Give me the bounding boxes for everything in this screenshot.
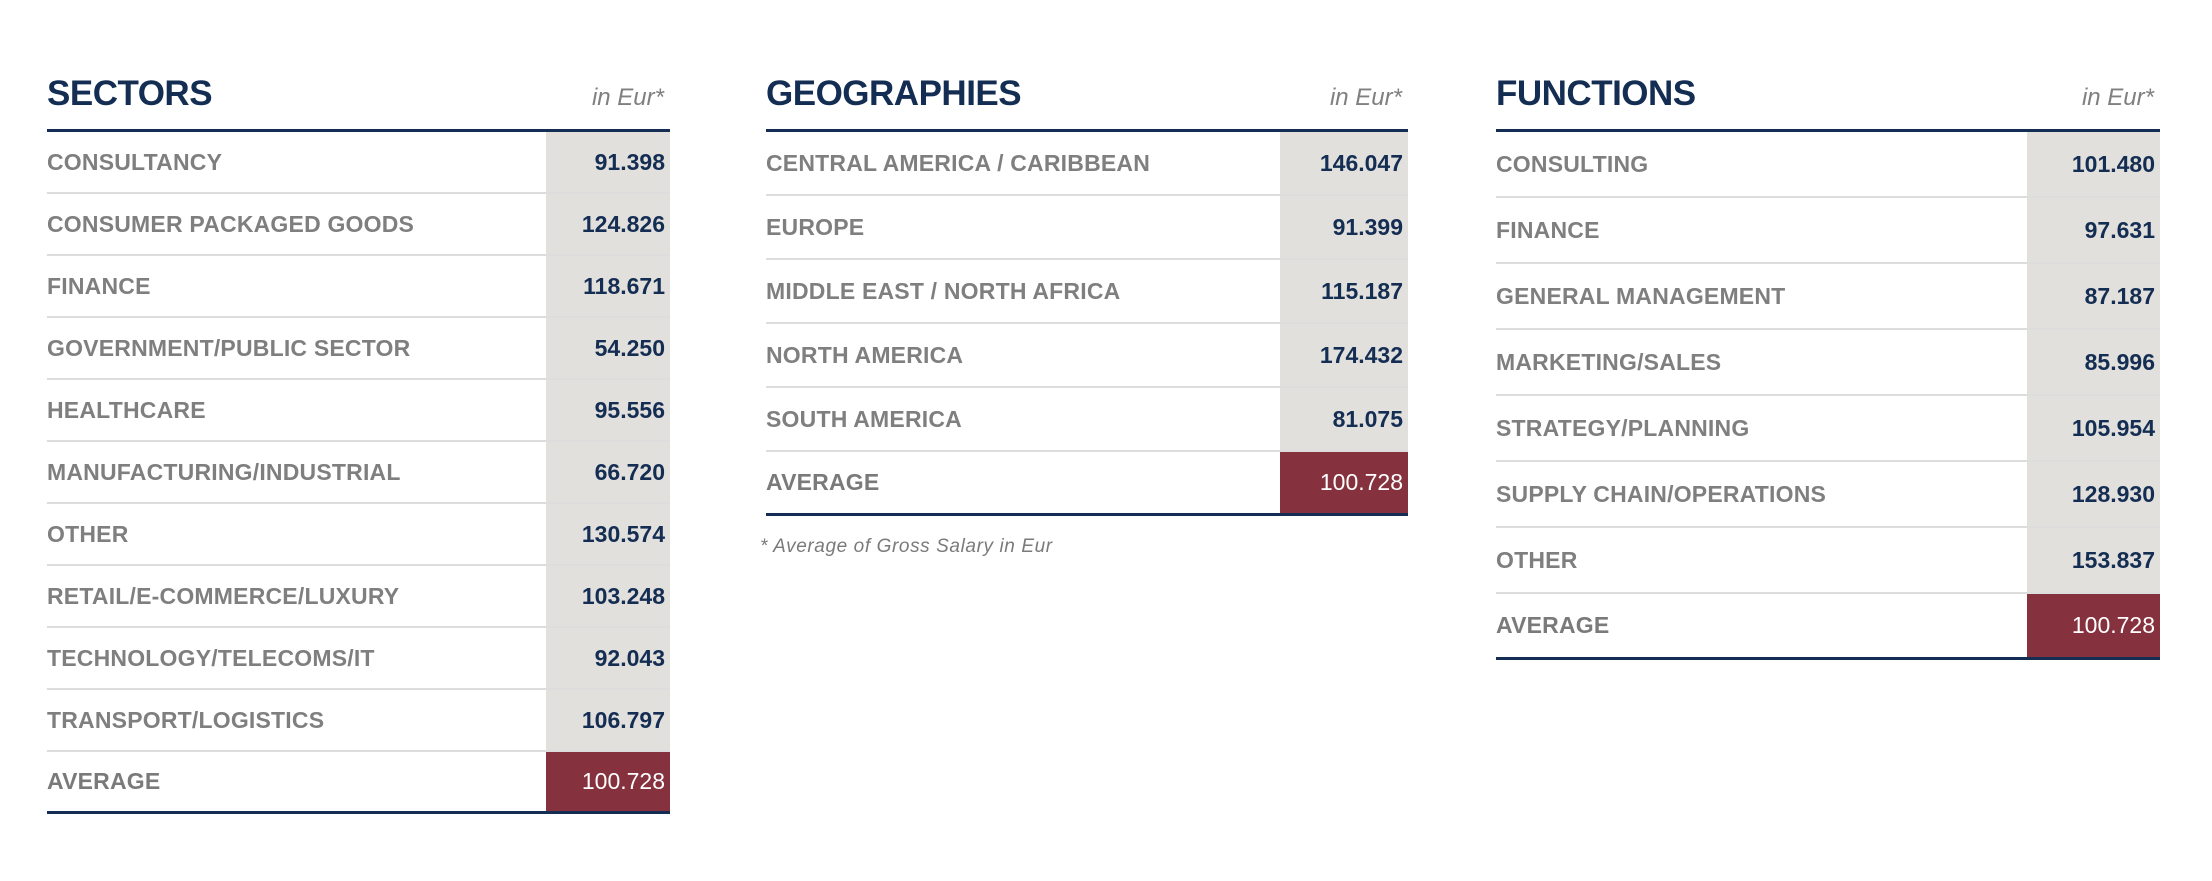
- table-row: RETAIL/E-COMMERCE/LUXURY 103.248: [47, 566, 670, 628]
- sectors-unit: in Eur*: [591, 84, 664, 111]
- functions-table: FUNCTIONS in Eur* CONSULTING 101.480 FINA…: [1496, 70, 2160, 660]
- table-row: OTHER 153.837: [1496, 528, 2160, 594]
- row-label: TRANSPORT/LOGISTICS: [47, 706, 325, 733]
- functions-header: FUNCTIONS in Eur*: [1496, 70, 2160, 132]
- row-value: 54.250: [546, 318, 670, 378]
- row-value: 118.671: [546, 256, 670, 316]
- row-label: RETAIL/E-COMMERCE/LUXURY: [47, 582, 400, 609]
- average-row: AVERAGE 100.728: [766, 452, 1408, 516]
- sectors-title: SECTORS: [47, 74, 213, 113]
- row-label: MIDDLE EAST / NORTH AFRICA: [766, 277, 1121, 304]
- footnote: * Average of Gross Salary in Eur: [760, 536, 1053, 557]
- row-value: 91.399: [1280, 196, 1408, 258]
- geographies-header: GEOGRAPHIES in Eur*: [766, 70, 1408, 132]
- table-row: SOUTH AMERICA 81.075: [766, 388, 1408, 452]
- average-value: 100.728: [1280, 452, 1408, 513]
- row-value: 85.996: [2027, 330, 2160, 394]
- table-row: HEALTHCARE 95.556: [47, 380, 670, 442]
- row-label: MANUFACTURING/INDUSTRIAL: [47, 458, 401, 485]
- row-value: 105.954: [2027, 396, 2160, 460]
- row-value: 103.248: [546, 566, 670, 626]
- table-row: GOVERNMENT/PUBLIC SECTOR 54.250: [47, 318, 670, 380]
- row-label: GOVERNMENT/PUBLIC SECTOR: [47, 334, 411, 361]
- average-row: AVERAGE 100.728: [47, 752, 670, 814]
- table-row: TRANSPORT/LOGISTICS 106.797: [47, 690, 670, 752]
- functions-title: FUNCTIONS: [1496, 74, 1696, 113]
- table-row: FINANCE 97.631: [1496, 198, 2160, 264]
- row-value: 97.631: [2027, 198, 2160, 262]
- row-label: TECHNOLOGY/TELECOMS/IT: [47, 644, 375, 671]
- row-label: OTHER: [1496, 546, 1578, 573]
- table-row: TECHNOLOGY/TELECOMS/IT 92.043: [47, 628, 670, 690]
- row-label: HEALTHCARE: [47, 396, 206, 423]
- row-label: SOUTH AMERICA: [766, 405, 962, 432]
- average-label: AVERAGE: [766, 469, 880, 495]
- row-value: 87.187: [2027, 264, 2160, 328]
- row-value: 115.187: [1280, 260, 1408, 322]
- average-label: AVERAGE: [47, 768, 161, 794]
- row-value: 91.398: [546, 132, 670, 192]
- average-row: AVERAGE 100.728: [1496, 594, 2160, 660]
- row-label: OTHER: [47, 520, 129, 547]
- row-label: GENERAL MANAGEMENT: [1496, 282, 1786, 309]
- geographies-unit: in Eur*: [1329, 84, 1402, 111]
- row-label: MARKETING/SALES: [1496, 348, 1722, 375]
- sectors-header: SECTORS in Eur*: [47, 70, 670, 132]
- table-row: FINANCE 118.671: [47, 256, 670, 318]
- row-label: FINANCE: [1496, 216, 1600, 243]
- table-row: CONSULTING 101.480: [1496, 132, 2160, 198]
- row-label: STRATEGY/PLANNING: [1496, 414, 1750, 441]
- table-row: SUPPLY CHAIN/OPERATIONS 128.930: [1496, 462, 2160, 528]
- row-value: 146.047: [1280, 132, 1408, 194]
- row-label: CONSULTANCY: [47, 148, 223, 175]
- average-value: 100.728: [546, 752, 670, 811]
- table-row: CONSUMER PACKAGED GOODS 124.826: [47, 194, 670, 256]
- row-label: SUPPLY CHAIN/OPERATIONS: [1496, 480, 1827, 507]
- row-label: CONSULTING: [1496, 150, 1649, 177]
- table-row: STRATEGY/PLANNING 105.954: [1496, 396, 2160, 462]
- geographies-title: GEOGRAPHIES: [766, 74, 1022, 113]
- sectors-table: SECTORS in Eur* CONSULTANCY 91.398 CONSUM…: [47, 70, 670, 814]
- row-value: 153.837: [2027, 528, 2160, 592]
- row-value: 128.930: [2027, 462, 2160, 526]
- table-row: MIDDLE EAST / NORTH AFRICA 115.187: [766, 260, 1408, 324]
- row-value: 66.720: [546, 442, 670, 502]
- row-label: NORTH AMERICA: [766, 341, 964, 368]
- row-value: 101.480: [2027, 132, 2160, 196]
- row-label: CONSUMER PACKAGED GOODS: [47, 210, 415, 237]
- geographies-table: GEOGRAPHIES in Eur* CENTRAL AMERICA / CA…: [766, 70, 1408, 516]
- average-label: AVERAGE: [1496, 612, 1610, 638]
- row-value: 92.043: [546, 628, 670, 688]
- row-label: FINANCE: [47, 272, 151, 299]
- average-value: 100.728: [2027, 594, 2160, 657]
- table-row: OTHER 130.574: [47, 504, 670, 566]
- row-value: 124.826: [546, 194, 670, 254]
- table-row: GENERAL MANAGEMENT 87.187: [1496, 264, 2160, 330]
- table-row: EUROPE 91.399: [766, 196, 1408, 260]
- row-value: 95.556: [546, 380, 670, 440]
- row-value: 106.797: [546, 690, 670, 750]
- table-row: MANUFACTURING/INDUSTRIAL 66.720: [47, 442, 670, 504]
- table-row: CONSULTANCY 91.398: [47, 132, 670, 194]
- row-label: EUROPE: [766, 213, 865, 240]
- table-row: NORTH AMERICA 174.432: [766, 324, 1408, 388]
- table-row: CENTRAL AMERICA / CARIBBEAN 146.047: [766, 132, 1408, 196]
- row-value: 81.075: [1280, 388, 1408, 450]
- row-label: CENTRAL AMERICA / CARIBBEAN: [766, 149, 1151, 176]
- row-value: 130.574: [546, 504, 670, 564]
- row-value: 174.432: [1280, 324, 1408, 386]
- table-row: MARKETING/SALES 85.996: [1496, 330, 2160, 396]
- functions-unit: in Eur*: [2081, 84, 2154, 111]
